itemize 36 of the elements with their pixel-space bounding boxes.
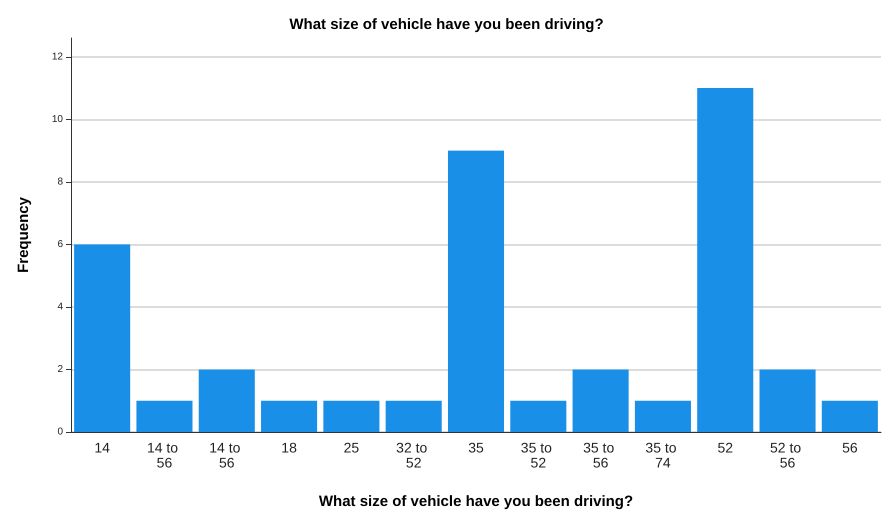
x-tick-label: 52 to 56 — [770, 440, 806, 470]
chart-title: What size of vehicle have you been driving? — [289, 16, 604, 33]
bar — [386, 400, 442, 432]
x-tick-label: 35 — [468, 440, 484, 456]
y-tick-label: 10 — [52, 114, 64, 125]
bar — [822, 400, 878, 432]
x-tick-label: 35 to 56 — [583, 440, 618, 470]
bar — [510, 400, 566, 432]
bar — [572, 369, 629, 432]
x-tick-label: 35 to 52 — [520, 440, 556, 470]
x-tick-label: 56 — [842, 440, 858, 456]
bar — [261, 400, 318, 432]
x-axis-title: What size of vehicle have you been driving? — [318, 493, 634, 510]
y-axis-title: Frequency — [15, 196, 32, 273]
y-tick-label: 12 — [52, 51, 64, 62]
x-tick-label: 14 — [94, 440, 110, 456]
x-tick-label: 35 to 74 — [645, 440, 680, 470]
x-tick-label: 25 — [344, 440, 360, 456]
x-tick-label: 14 to 56 — [209, 440, 244, 470]
bar — [74, 244, 130, 432]
y-tick-label: 2 — [57, 364, 64, 375]
x-tick-label: 52 — [717, 440, 734, 456]
bar — [697, 88, 754, 432]
bar — [448, 150, 504, 432]
bar — [634, 400, 691, 432]
y-tick-label: 6 — [57, 238, 64, 250]
y-tick-label: 0 — [57, 426, 64, 438]
y-tick-label: 4 — [57, 301, 64, 312]
x-tick-label: 14 to 56 — [146, 440, 182, 470]
bar — [198, 369, 255, 432]
x-tick-label: 18 — [281, 440, 298, 456]
bar — [323, 400, 380, 432]
bar — [136, 400, 192, 432]
y-tick-label: 8 — [57, 176, 64, 188]
bar — [760, 369, 816, 432]
x-tick-label: 32 to 52 — [396, 440, 432, 470]
